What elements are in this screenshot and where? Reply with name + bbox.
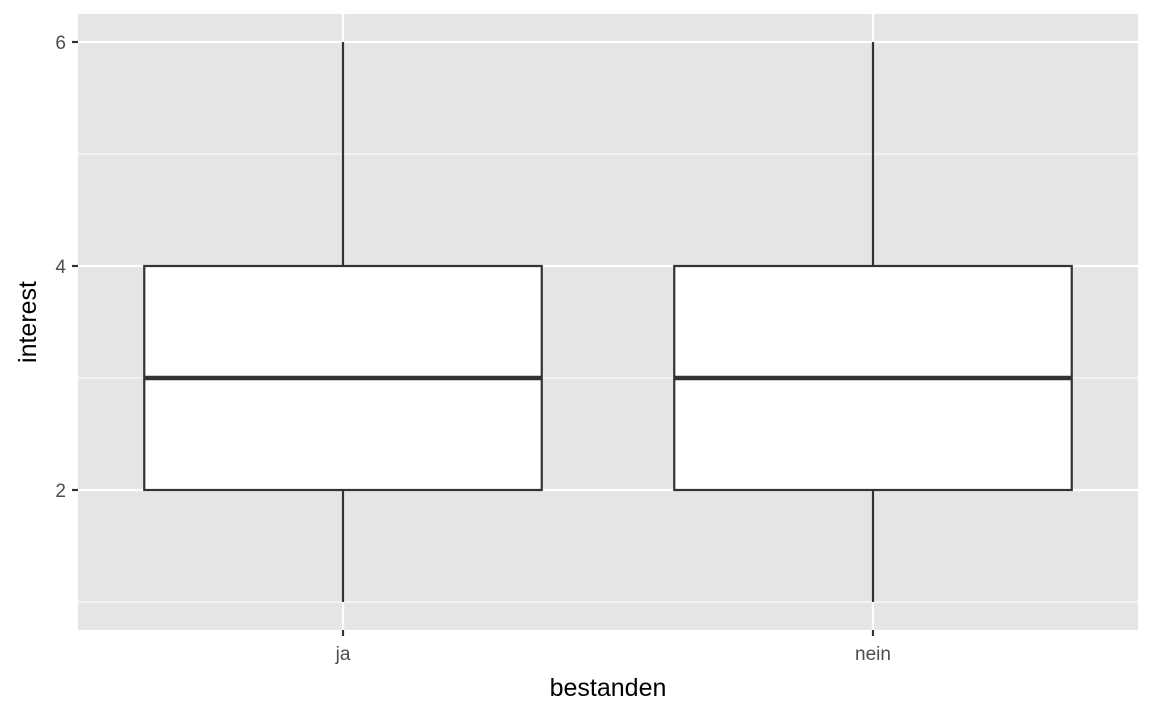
- x-axis: ja nein: [335, 630, 891, 665]
- box-nein: [673, 42, 1073, 602]
- boxes: [143, 42, 1073, 602]
- y-axis-title: interest: [14, 281, 42, 363]
- x-tick-label: nein: [855, 644, 891, 665]
- y-tick-label: 4: [55, 257, 66, 278]
- y-tick-label: 6: [55, 33, 66, 54]
- y-axis: 2 4 6: [55, 33, 78, 502]
- x-axis-title: bestanden: [550, 674, 667, 702]
- x-tick-label: ja: [335, 644, 351, 665]
- y-tick-label: 2: [55, 481, 66, 502]
- box-ja: [143, 42, 543, 602]
